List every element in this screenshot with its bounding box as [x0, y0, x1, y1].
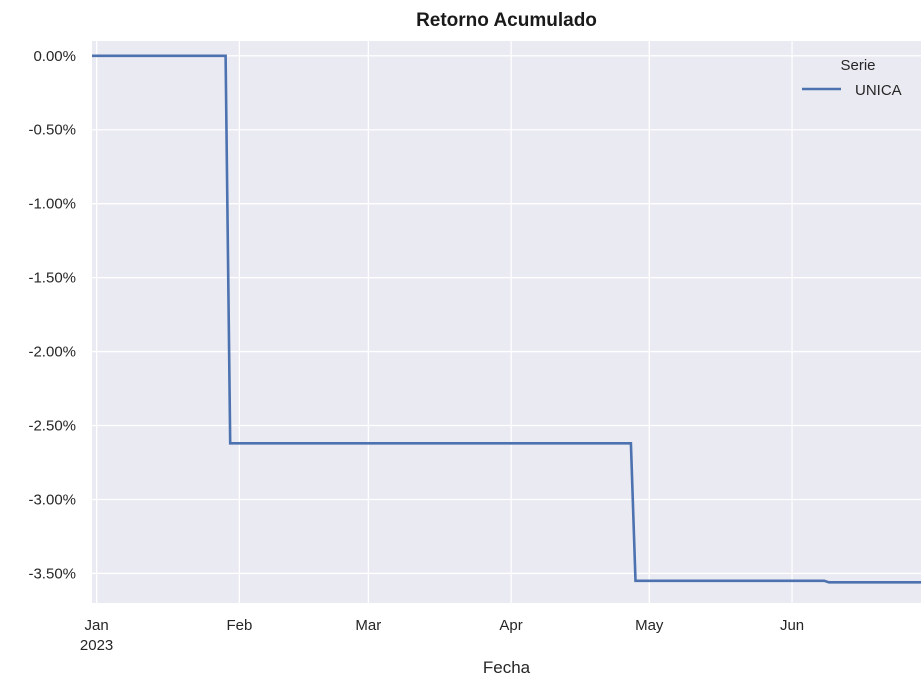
plot-area [92, 41, 921, 603]
y-tick-label: 0.00% [33, 48, 76, 65]
y-tick-label: -0.50% [28, 122, 76, 139]
y-tick-label: -2.00% [28, 344, 76, 361]
y-tick-label: -3.00% [28, 491, 76, 508]
x-tick-label: Jun [780, 617, 804, 634]
x-tick-label: Feb [226, 617, 252, 634]
legend-label-unica: UNICA [855, 82, 902, 99]
x-tick-sublabel: 2023 [80, 637, 113, 654]
x-tick-label: Jan [85, 617, 109, 634]
y-tick-label: -1.50% [28, 270, 76, 287]
legend-title: Serie [840, 57, 875, 74]
y-tick-label: -1.00% [28, 196, 76, 213]
chart-title: Retorno Acumulado [416, 10, 597, 31]
y-tick-label: -3.50% [28, 565, 76, 582]
y-tick-label: -2.50% [28, 418, 76, 435]
x-tick-label: Mar [355, 617, 381, 634]
x-axis-label: Fecha [483, 658, 531, 677]
x-tick-label: Apr [499, 617, 522, 634]
x-tick-label: May [635, 617, 664, 634]
